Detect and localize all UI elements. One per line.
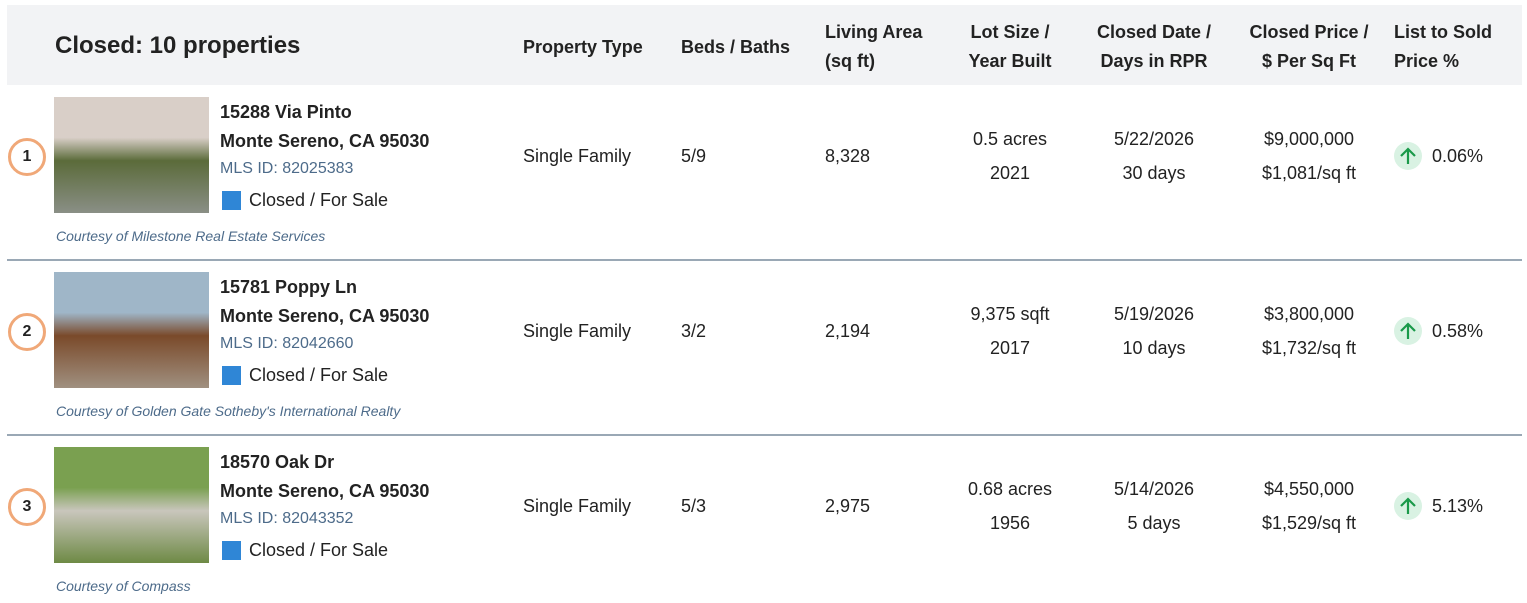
property-type: Single Family (523, 322, 631, 340)
city: Monte Sereno, CA 95030 (220, 482, 429, 500)
property-type: Single Family (523, 497, 631, 515)
row-divider (7, 434, 1522, 436)
days-in-rpr: 30 days (1122, 164, 1185, 182)
city: Monte Sereno, CA 95030 (220, 132, 429, 150)
lot-size: 0.68 acres (968, 480, 1052, 498)
arrow (1399, 321, 1417, 341)
mls-id: MLS ID: 82043352 (220, 511, 353, 527)
price-per-sqft: $1,529/sq ft (1262, 514, 1356, 532)
mls-id: MLS ID: 82025383 (220, 161, 353, 177)
arrow (1399, 146, 1417, 166)
status-swatch (222, 191, 241, 210)
row-index: 1 (8, 138, 46, 176)
property-type: Single Family (523, 147, 631, 165)
column-header: Living Area (825, 23, 922, 41)
status-swatch (222, 541, 241, 560)
column-header: Lot Size / (970, 23, 1049, 41)
status-swatch (222, 366, 241, 385)
column-header: Closed Price / (1249, 23, 1368, 41)
closed-date: 5/19/2026 (1114, 305, 1194, 323)
address[interactable]: 18570 Oak Dr (220, 453, 334, 471)
column-header: Property Type (523, 38, 643, 56)
column-header: $ Per Sq Ft (1262, 52, 1356, 70)
beds-baths: 5/3 (681, 497, 706, 515)
column-header: List to Sold (1394, 23, 1492, 41)
year-built: 1956 (990, 514, 1030, 532)
property-photo[interactable] (54, 97, 209, 213)
courtesy: Courtesy of Golden Gate Sotheby's Intern… (56, 404, 400, 418)
closed-price: $3,800,000 (1264, 305, 1354, 323)
row-index: 2 (8, 313, 46, 351)
property-photo[interactable] (54, 272, 209, 388)
price-per-sqft: $1,081/sq ft (1262, 164, 1356, 182)
closed-date: 5/22/2026 (1114, 130, 1194, 148)
lot-size: 9,375 sqft (970, 305, 1049, 323)
year-built: 2021 (990, 164, 1030, 182)
address[interactable]: 15288 Via Pinto (220, 103, 352, 121)
city: Monte Sereno, CA 95030 (220, 307, 429, 325)
courtesy: Courtesy of Compass (56, 579, 191, 593)
closed-date: 5/14/2026 (1114, 480, 1194, 498)
page: Closed: 10 properties Property Type Beds … (0, 0, 1527, 603)
living-area: 8,328 (825, 147, 870, 165)
courtesy: Courtesy of Milestone Real Estate Servic… (56, 229, 325, 243)
property-photo[interactable] (54, 447, 209, 563)
list-to-sold: 5.13% (1432, 497, 1483, 515)
column-header: (sq ft) (825, 52, 875, 70)
up-arrow-icon (1394, 142, 1422, 170)
column-header: Beds / Baths (681, 38, 790, 56)
row-index: 3 (8, 488, 46, 526)
title: Closed: 10 properties (55, 34, 300, 58)
list-to-sold: 0.06% (1432, 147, 1483, 165)
status: Closed / For Sale (249, 366, 388, 384)
year-built: 2017 (990, 339, 1030, 357)
lot-size: 0.5 acres (973, 130, 1047, 148)
up-arrow-icon (1394, 317, 1422, 345)
column-header: Year Built (968, 52, 1051, 70)
column-header: Price % (1394, 52, 1459, 70)
column-header: Days in RPR (1100, 52, 1207, 70)
closed-price: $4,550,000 (1264, 480, 1354, 498)
mls-id: MLS ID: 82042660 (220, 336, 353, 352)
living-area: 2,975 (825, 497, 870, 515)
beds-baths: 3/2 (681, 322, 706, 340)
price-per-sqft: $1,732/sq ft (1262, 339, 1356, 357)
up-arrow-icon (1394, 492, 1422, 520)
status: Closed / For Sale (249, 541, 388, 559)
column-header: Closed Date / (1097, 23, 1211, 41)
status: Closed / For Sale (249, 191, 388, 209)
beds-baths: 5/9 (681, 147, 706, 165)
row-divider (7, 259, 1522, 261)
closed-price: $9,000,000 (1264, 130, 1354, 148)
days-in-rpr: 10 days (1122, 339, 1185, 357)
list-to-sold: 0.58% (1432, 322, 1483, 340)
days-in-rpr: 5 days (1127, 514, 1180, 532)
arrow (1399, 496, 1417, 516)
living-area: 2,194 (825, 322, 870, 340)
address[interactable]: 15781 Poppy Ln (220, 278, 357, 296)
